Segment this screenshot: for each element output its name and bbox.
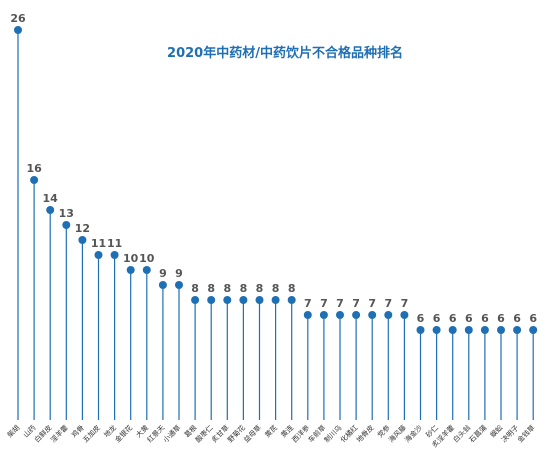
data-point-16 bbox=[271, 296, 280, 304]
value-label-21: 7 bbox=[352, 297, 360, 310]
value-label-24: 7 bbox=[401, 297, 409, 310]
category-label-29: 石菖蒲 bbox=[467, 423, 488, 444]
data-point-5 bbox=[94, 251, 103, 259]
category-label-15: 益母草 bbox=[242, 423, 263, 444]
data-point-25 bbox=[416, 326, 425, 334]
category-label-7: 金银花 bbox=[113, 423, 134, 444]
value-label-17: 8 bbox=[288, 282, 296, 295]
value-label-28: 6 bbox=[465, 312, 473, 325]
data-point-11 bbox=[191, 296, 200, 304]
data-point-8 bbox=[142, 266, 151, 274]
value-label-14: 8 bbox=[240, 282, 248, 295]
chart-title: 2020年中药材/中药饮片不合格品种排名 bbox=[167, 45, 403, 61]
value-label-8: 10 bbox=[139, 252, 155, 265]
data-point-27 bbox=[448, 326, 457, 334]
data-point-30 bbox=[497, 326, 505, 334]
value-label-22: 7 bbox=[368, 297, 376, 310]
value-label-15: 8 bbox=[256, 282, 264, 295]
value-label-27: 6 bbox=[449, 312, 457, 325]
value-label-20: 7 bbox=[336, 297, 344, 310]
category-label-16: 黄芪 bbox=[263, 423, 279, 439]
data-point-9 bbox=[158, 281, 167, 289]
value-label-18: 7 bbox=[304, 297, 312, 310]
data-point-14 bbox=[239, 296, 248, 304]
value-label-7: 10 bbox=[123, 252, 139, 265]
value-label-19: 7 bbox=[320, 297, 328, 310]
data-point-22 bbox=[368, 311, 377, 319]
data-point-24 bbox=[400, 311, 409, 319]
value-label-30: 6 bbox=[497, 312, 505, 325]
data-point-21 bbox=[352, 311, 361, 319]
category-label-32: 金钱草 bbox=[515, 423, 536, 444]
value-label-11: 8 bbox=[191, 282, 199, 295]
category-label-3: 淫羊藿 bbox=[49, 423, 70, 444]
data-point-4 bbox=[78, 236, 87, 244]
data-point-17 bbox=[287, 296, 296, 304]
data-point-0 bbox=[14, 26, 22, 34]
value-label-5: 11 bbox=[91, 237, 106, 250]
data-point-29 bbox=[480, 326, 489, 334]
dots-group bbox=[14, 26, 538, 334]
value-label-16: 8 bbox=[272, 282, 280, 295]
category-label-25: 海金沙 bbox=[403, 423, 424, 444]
data-point-18 bbox=[303, 311, 312, 319]
value-label-12: 8 bbox=[207, 282, 215, 295]
data-point-13 bbox=[223, 296, 232, 304]
category-label-5: 五加皮 bbox=[81, 423, 102, 444]
category-label-22: 地骨皮 bbox=[354, 423, 375, 444]
data-point-7 bbox=[126, 266, 135, 274]
data-point-3 bbox=[62, 221, 71, 229]
value-label-10: 9 bbox=[175, 267, 183, 280]
stems-group bbox=[17, 30, 534, 420]
value-label-25: 6 bbox=[417, 312, 425, 325]
data-point-23 bbox=[384, 311, 393, 319]
category-label-10: 小通草 bbox=[161, 423, 182, 444]
value-label-23: 7 bbox=[384, 297, 392, 310]
data-point-2 bbox=[46, 206, 55, 214]
category-label-0: 柴胡 bbox=[5, 423, 21, 439]
data-point-32 bbox=[529, 326, 538, 334]
data-point-6 bbox=[110, 251, 119, 259]
data-point-15 bbox=[255, 296, 264, 304]
value-label-32: 6 bbox=[529, 312, 537, 325]
data-point-12 bbox=[207, 296, 216, 304]
data-point-31 bbox=[513, 326, 522, 334]
data-point-19 bbox=[319, 311, 328, 319]
value-label-29: 6 bbox=[481, 312, 489, 325]
data-point-20 bbox=[336, 311, 344, 319]
value-label-2: 14 bbox=[43, 192, 59, 205]
value-label-31: 6 bbox=[513, 312, 521, 325]
value-label-1: 16 bbox=[26, 162, 42, 175]
value-label-4: 12 bbox=[75, 222, 90, 235]
value-label-0: 26 bbox=[10, 12, 26, 25]
value-label-26: 6 bbox=[433, 312, 441, 325]
data-point-26 bbox=[432, 326, 441, 334]
data-point-1 bbox=[30, 176, 39, 184]
value-label-6: 11 bbox=[107, 237, 122, 250]
value-label-13: 8 bbox=[223, 282, 231, 295]
data-point-28 bbox=[464, 326, 473, 334]
value-label-3: 13 bbox=[59, 207, 74, 220]
data-point-10 bbox=[175, 281, 183, 289]
value-label-9: 9 bbox=[159, 267, 167, 280]
